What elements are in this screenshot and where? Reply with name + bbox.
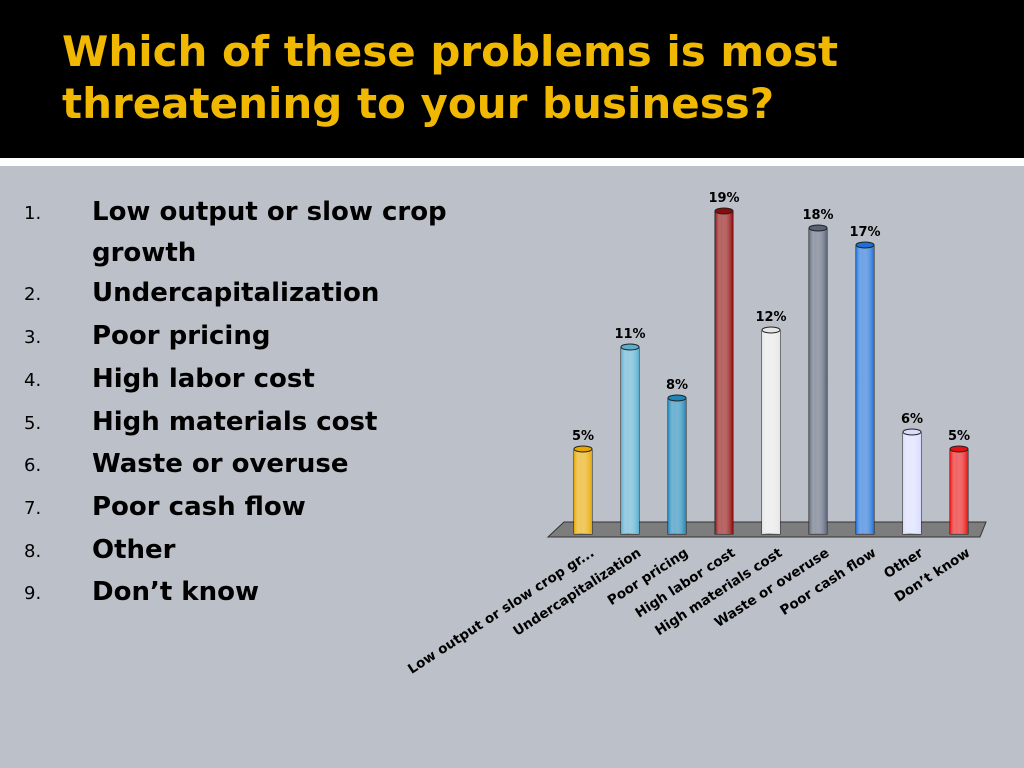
list-text: Don’t know (92, 577, 259, 608)
tick-label: Low output or slow crop gr... (405, 545, 597, 677)
bar (902, 428, 922, 535)
list-number: 8. (24, 540, 42, 562)
title-divider (0, 158, 1024, 166)
data-label: 19% (708, 191, 739, 206)
data-label: 18% (802, 208, 833, 223)
bar (808, 224, 828, 535)
list-text: Undercapitalization (92, 278, 380, 309)
list-text: Low output or slow crop growth (92, 197, 447, 268)
list-number: 9. (24, 583, 42, 605)
list-number: 5. (24, 412, 42, 434)
list-item: 5. High materials cost (24, 402, 484, 445)
data-label: 5% (948, 429, 970, 444)
list-text: Waste or overuse (92, 449, 349, 480)
list-number: 6. (24, 455, 42, 477)
list-item: 7. Poor cash flow (24, 487, 484, 530)
list-number: 7. (24, 497, 42, 519)
bar (714, 207, 734, 535)
list-item: 4. High labor cost (24, 359, 484, 402)
list-item: 2. Undercapitalization (24, 273, 484, 316)
data-label: 6% (901, 412, 923, 427)
list-number: 1. (24, 203, 42, 224)
bar (667, 394, 687, 535)
list-text: High labor cost (92, 363, 315, 394)
slide-title: Which of these problems is most threaten… (62, 27, 839, 128)
list-number: 2. (24, 284, 42, 306)
list-number: 3. (24, 327, 42, 349)
list-text: Other (92, 534, 176, 565)
list-text: Poor pricing (92, 321, 271, 352)
list-item: 3. Poor pricing (24, 316, 484, 359)
list-item: 8. Other (24, 530, 484, 573)
bar (949, 445, 969, 535)
data-label: 8% (666, 378, 688, 393)
list-item: 9. Don’t know (24, 572, 484, 615)
problem-list: 1. Low output or slow crop growth 2. Under… (24, 192, 484, 615)
bar (761, 326, 781, 535)
title-bar (0, 0, 1024, 158)
list-item: 1. Low output or slow crop growth (24, 192, 484, 273)
data-label: 12% (755, 310, 786, 325)
list-item: 6. Waste or overuse (24, 444, 484, 487)
bar (855, 241, 875, 535)
data-label: 11% (614, 327, 645, 342)
bar (620, 343, 640, 535)
data-label: 5% (572, 429, 594, 444)
list-text: Poor cash flow (92, 491, 306, 522)
list-number: 4. (24, 369, 42, 391)
data-label: 17% (849, 225, 880, 240)
bar (573, 445, 593, 535)
list-text: High materials cost (92, 406, 378, 437)
